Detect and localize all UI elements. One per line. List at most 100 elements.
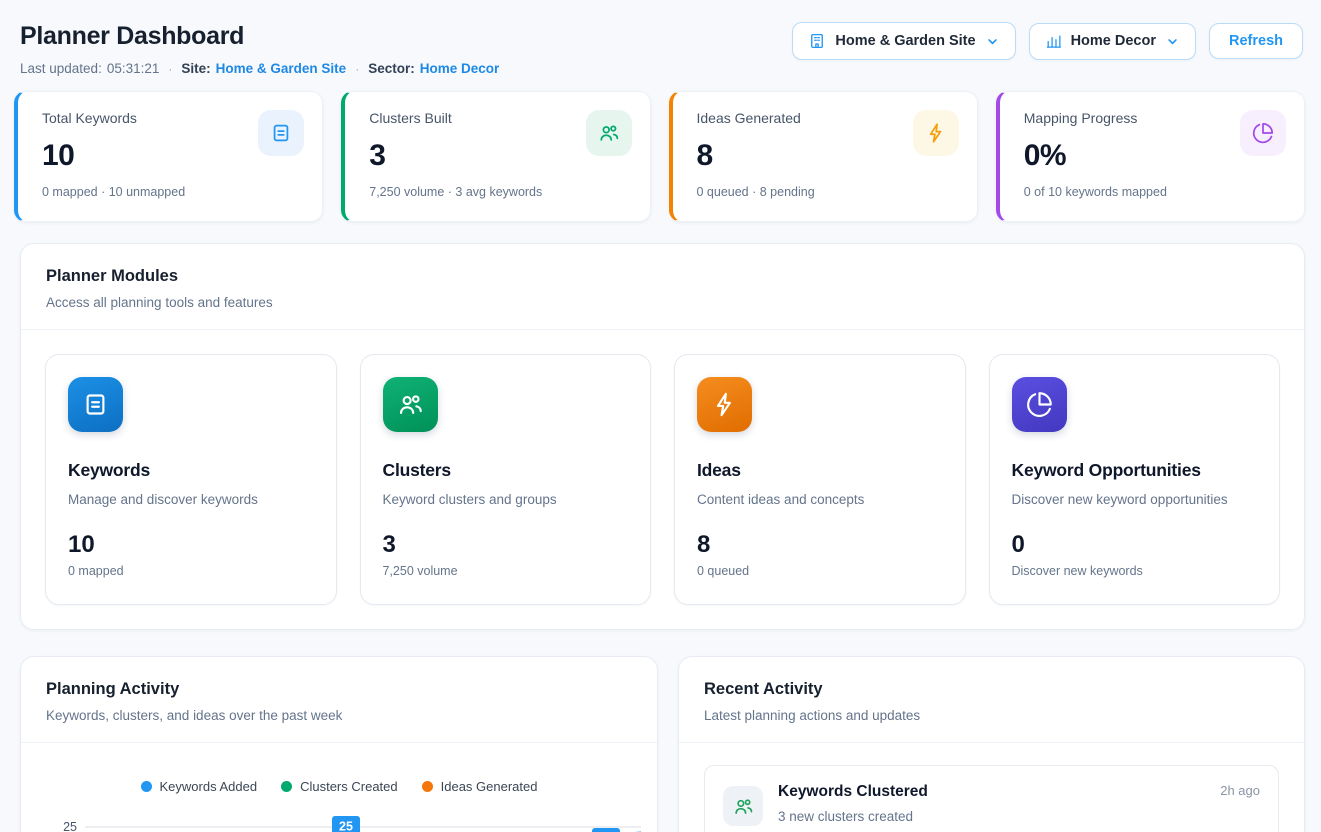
- stat-value: 3: [369, 139, 386, 172]
- stat-subtext: 0 of 10 keywords mapped: [1023, 185, 1167, 199]
- refresh-label: Refresh: [1229, 33, 1283, 49]
- section-subtitle: Keywords, clusters, and ideas over the p…: [46, 708, 343, 723]
- stat-title: Ideas Generated: [696, 110, 801, 126]
- site-selector-label: Home & Garden Site: [835, 33, 976, 49]
- refresh-button[interactable]: Refresh: [1209, 23, 1303, 59]
- legend-label: Clusters Created: [300, 779, 398, 794]
- planning-activity-panel: Planning Activity Keywords, clusters, an…: [20, 656, 658, 832]
- recent-activity-panel: Recent Activity Latest planning actions …: [678, 656, 1305, 832]
- site-selector-dropdown[interactable]: Home & Garden Site: [792, 22, 1016, 60]
- section-title: Planning Activity: [46, 680, 180, 698]
- meta-line: Last updated: 05:31:21 · Site: Home & Ga…: [20, 61, 499, 76]
- planner-modules-panel: Planner Modules Access all planning tool…: [20, 243, 1305, 630]
- meta-separator: ·: [168, 61, 173, 76]
- activity-description: 3 new clusters created: [778, 809, 914, 824]
- activity-chart: Keywords Added Clusters Created Ideas Ge…: [21, 743, 657, 832]
- stat-subtext: 0 queued · 8 pending: [696, 185, 815, 199]
- svg-text:25: 25: [339, 820, 353, 832]
- stat-card-clusters-built: Clusters Built 3 7,250 volume · 3 avg ke…: [341, 91, 651, 222]
- building-icon: [808, 32, 826, 50]
- modules-grid: Keywords Manage and discover keywords 10…: [21, 330, 1304, 629]
- lightning-icon: [912, 110, 959, 156]
- legend-dot: [140, 781, 152, 792]
- module-description: Content ideas and concepts: [697, 492, 865, 507]
- stat-card-ideas-generated: Ideas Generated 8 0 queued · 8 pending: [668, 91, 978, 222]
- module-value: 10: [68, 531, 95, 558]
- area-chart: 25 25 24: [37, 814, 641, 832]
- module-card-keyword-opportunities[interactable]: Keyword Opportunities Discover new keywo…: [988, 354, 1280, 605]
- module-title: Keywords: [68, 460, 151, 480]
- section-title: Recent Activity: [704, 680, 823, 698]
- module-card-keywords[interactable]: Keywords Manage and discover keywords 10…: [45, 354, 337, 605]
- planning-activity-header: Planning Activity Keywords, clusters, an…: [21, 657, 657, 743]
- stat-value: 8: [696, 139, 714, 172]
- point-label-25: 25: [332, 816, 360, 832]
- legend-label: Keywords Added: [159, 779, 258, 794]
- chevron-down-icon: [1165, 34, 1180, 49]
- legend-dot: [421, 781, 433, 792]
- y-axis-tick: 25: [63, 820, 77, 832]
- activity-timestamp: 2h ago: [1220, 783, 1260, 798]
- page-title: Planner Dashboard: [20, 22, 245, 50]
- legend-dot: [281, 781, 293, 792]
- planner-modules-header: Planner Modules Access all planning tool…: [21, 244, 1304, 330]
- last-updated-label: Last updated:: [20, 61, 102, 76]
- module-value: 3: [382, 531, 396, 558]
- page-header: Planner Dashboard Last updated: 05:31:21…: [0, 0, 1321, 76]
- pie-chart-icon: [1011, 377, 1067, 432]
- chart-legend: Keywords Added Clusters Created Ideas Ge…: [37, 779, 641, 794]
- stat-subtext: 0 mapped · 10 unmapped: [42, 185, 186, 199]
- section-subtitle: Latest planning actions and updates: [704, 708, 921, 723]
- legend-item-ideas-generated[interactable]: Ideas Generated: [421, 779, 538, 794]
- stat-value: 10: [42, 139, 75, 172]
- activity-title: Keywords Clustered: [778, 783, 928, 800]
- users-icon: [723, 786, 763, 826]
- sector-link[interactable]: Home Decor: [419, 61, 500, 76]
- stats-row: Total Keywords 10 0 mapped · 10 unmapped…: [14, 91, 1305, 222]
- module-description: Discover new keyword opportunities: [1011, 492, 1228, 507]
- stat-card-mapping-progress: Mapping Progress 0% 0 of 10 keywords map…: [995, 91, 1305, 222]
- last-updated-value: 05:31:21: [106, 61, 160, 76]
- module-value: 0: [1011, 531, 1025, 558]
- users-icon: [585, 110, 632, 156]
- stat-title: Mapping Progress: [1023, 110, 1138, 126]
- module-title: Keyword Opportunities: [1011, 460, 1201, 480]
- site-label: Site:: [181, 61, 211, 76]
- module-value: 8: [697, 531, 711, 558]
- recent-activity-header: Recent Activity Latest planning actions …: [679, 657, 1304, 743]
- module-title: Clusters: [382, 460, 452, 480]
- module-subtext: 0 queued: [697, 564, 750, 578]
- section-subtitle: Access all planning tools and features: [46, 295, 273, 310]
- stat-title: Total Keywords: [42, 110, 137, 126]
- legend-item-clusters-created[interactable]: Clusters Created: [281, 779, 398, 794]
- bar-chart-icon: [1045, 33, 1062, 50]
- module-description: Keyword clusters and groups: [382, 492, 557, 507]
- module-description: Manage and discover keywords: [68, 492, 258, 507]
- module-card-clusters[interactable]: Clusters Keyword clusters and groups 3 7…: [359, 354, 651, 605]
- module-title: Ideas: [697, 460, 741, 480]
- legend-item-keywords-added[interactable]: Keywords Added: [140, 779, 258, 794]
- sector-selector-dropdown[interactable]: Home Decor: [1028, 22, 1196, 60]
- document-icon: [258, 110, 305, 156]
- document-icon: [68, 377, 123, 432]
- activity-item-keywords-clustered[interactable]: Keywords Clustered 3 new clusters create…: [704, 765, 1279, 832]
- stat-card-total-keywords: Total Keywords 10 0 mapped · 10 unmapped: [14, 91, 324, 222]
- point-label-24: 24: [592, 828, 620, 832]
- chevron-down-icon: [985, 34, 1000, 49]
- lightning-icon: [697, 377, 752, 432]
- site-link[interactable]: Home & Garden Site: [215, 61, 347, 76]
- stat-title: Clusters Built: [369, 110, 452, 126]
- sector-selector-label: Home Decor: [1070, 33, 1156, 49]
- pie-chart-icon: [1240, 110, 1286, 156]
- activity-list: Keywords Clustered 3 new clusters create…: [679, 743, 1304, 832]
- toolbar: Home & Garden Site Home Decor Refresh: [792, 22, 1303, 60]
- section-title: Planner Modules: [46, 267, 179, 285]
- legend-label: Ideas Generated: [440, 779, 538, 794]
- stat-value: 0%: [1023, 139, 1067, 172]
- module-subtext: 0 mapped: [68, 564, 124, 578]
- module-subtext: Discover new keywords: [1011, 564, 1143, 578]
- bottom-row: Planning Activity Keywords, clusters, an…: [20, 656, 1305, 832]
- module-subtext: 7,250 volume: [382, 564, 458, 578]
- module-card-ideas[interactable]: Ideas Content ideas and concepts 8 0 que…: [674, 354, 966, 605]
- sector-label: Sector:: [368, 61, 415, 76]
